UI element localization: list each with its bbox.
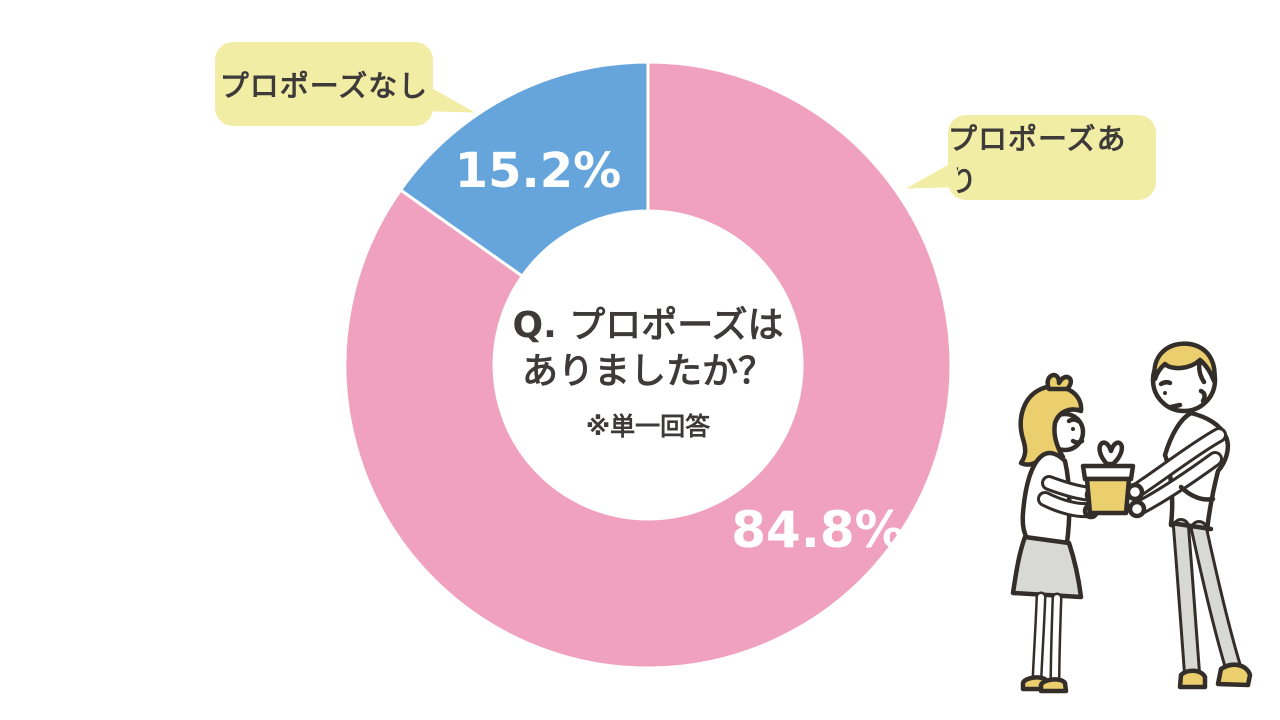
question-line-1: Q. プロポーズは bbox=[512, 305, 784, 346]
woman-figure bbox=[1010, 372, 1102, 694]
question-line-2: ありましたか？ bbox=[521, 351, 774, 393]
man-arm-upper bbox=[1134, 430, 1224, 494]
callout-proposal-no: プロポーズなし bbox=[215, 42, 479, 126]
man-eyebrow bbox=[1158, 379, 1173, 387]
man-shoe-front bbox=[1215, 662, 1253, 688]
gift-bow bbox=[1097, 440, 1125, 467]
woman-leg-right bbox=[1052, 595, 1060, 684]
man-waist-line bbox=[1168, 520, 1214, 532]
man-hair bbox=[1152, 341, 1217, 384]
woman-hair-topknot bbox=[1045, 372, 1074, 392]
woman-eye bbox=[1071, 427, 1075, 431]
slice-value-no: 15.2% bbox=[455, 143, 622, 199]
callout-no-label: プロポーズなし bbox=[219, 69, 429, 103]
callout-proposal-yes: プロポーズあり bbox=[902, 115, 1156, 201]
callout-yes-label: プロポーズあり bbox=[948, 121, 1127, 198]
woman-leg-left bbox=[1034, 594, 1044, 682]
chart-center-text: Q. プロポーズは ありましたか？ ※単一回答 bbox=[468, 303, 828, 443]
man-leg-front bbox=[1193, 523, 1239, 673]
man-mouth bbox=[1168, 402, 1183, 410]
woman-shoe-right bbox=[1038, 677, 1069, 694]
woman-hair bbox=[1018, 384, 1084, 467]
man-figure bbox=[1125, 341, 1253, 690]
man-eye bbox=[1163, 391, 1167, 395]
woman-skirt bbox=[1010, 534, 1084, 600]
donut-chart: 15.2% 84.8% bbox=[343, 60, 953, 670]
woman-eyebrow bbox=[1066, 417, 1081, 424]
single-answer-note: ※単一回答 bbox=[585, 412, 711, 442]
man-hand-lower bbox=[1127, 499, 1147, 519]
man-leg-back bbox=[1175, 521, 1198, 679]
woman-mouth bbox=[1070, 438, 1085, 445]
gift-box bbox=[1080, 440, 1136, 516]
man-ear bbox=[1198, 388, 1207, 404]
slice-value-yes: 84.8% bbox=[731, 501, 904, 559]
man-shoe-back bbox=[1177, 668, 1208, 690]
gift-body bbox=[1084, 476, 1132, 516]
pie-slice-proposal-no bbox=[399, 60, 650, 278]
man-hand-upper bbox=[1125, 482, 1145, 502]
man-hair-fringe bbox=[1196, 357, 1207, 385]
pie-slice-proposal-yes bbox=[343, 60, 953, 670]
couple-gift-illustration bbox=[1010, 341, 1253, 694]
man-chest-line bbox=[1178, 484, 1216, 502]
man-arm-lower bbox=[1136, 454, 1220, 512]
